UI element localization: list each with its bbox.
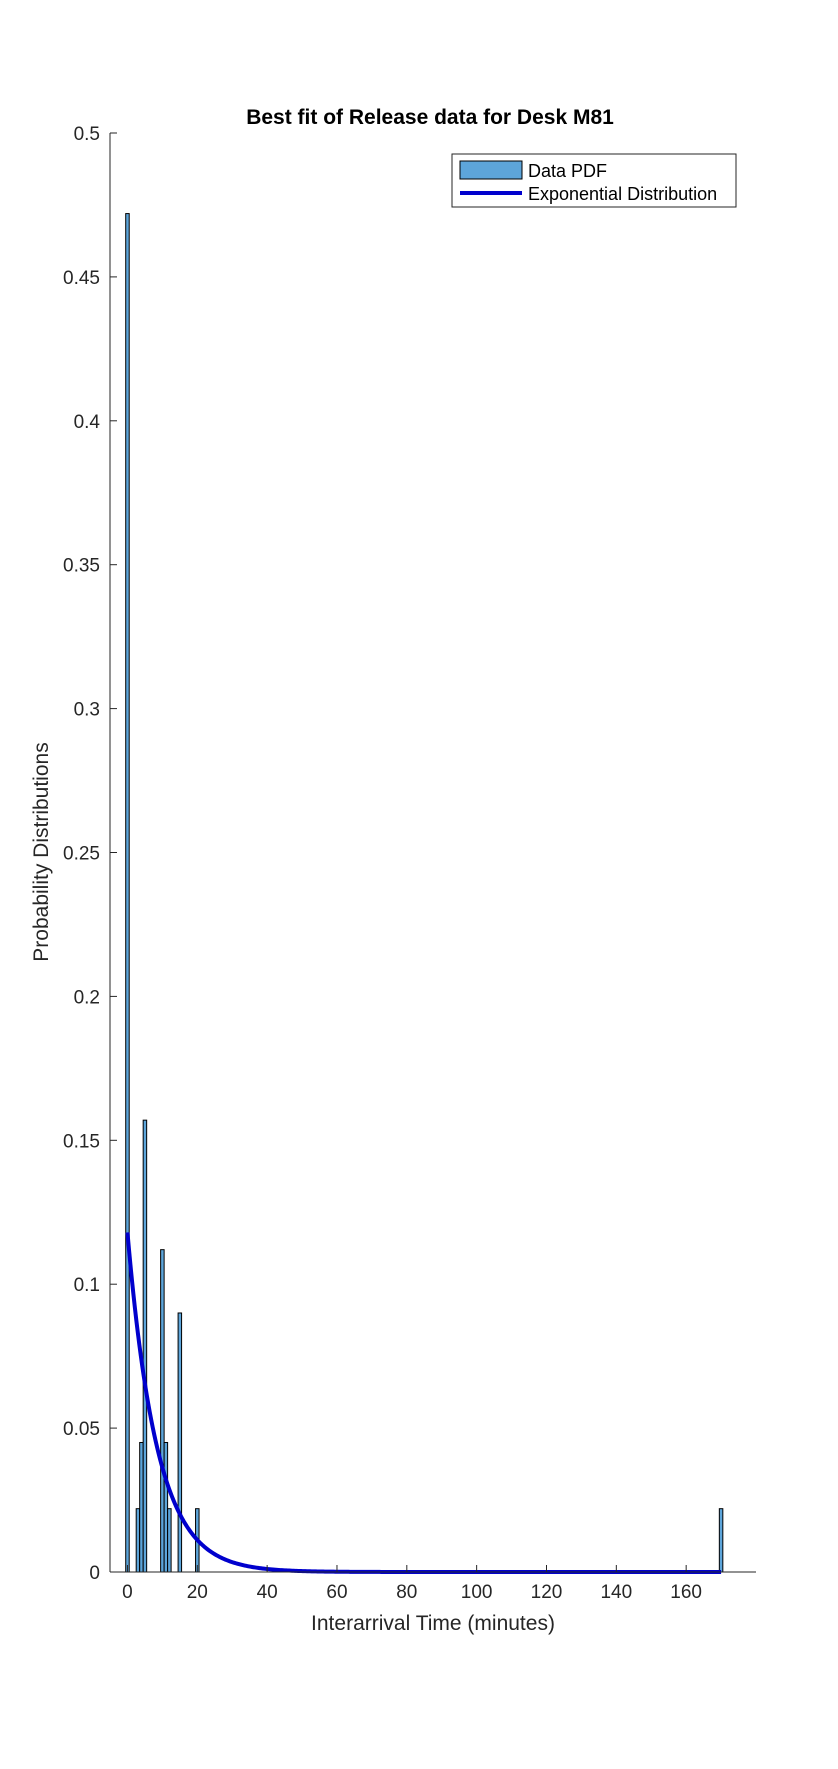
chart-title: Best fit of Release data for Desk M81 [246, 106, 614, 129]
x-ticks: 0 20 40 60 80 100 120 140 160 [122, 1565, 702, 1603]
y-tick-label: 0.1 [74, 1275, 100, 1296]
y-tick-label: 0.35 [63, 556, 100, 577]
legend-label-exponential: Exponential Distribution [528, 184, 717, 204]
histogram-bar [160, 1249, 165, 1573]
y-tick-label: 0.45 [63, 268, 100, 289]
y-ticks: 0 0.05 0.1 0.15 0.2 0.25 0.3 0.35 0.4 0.45 0.5 [63, 124, 117, 1584]
x-tick-label: 160 [670, 1582, 702, 1603]
x-tick-label: 0 [122, 1582, 133, 1603]
x-tick-label: 20 [187, 1582, 208, 1603]
histogram-bar [167, 1508, 172, 1573]
y-tick-label: 0.4 [74, 412, 101, 433]
histogram-bar [177, 1312, 183, 1573]
x-tick-label: 100 [461, 1582, 493, 1603]
histogram-bar [125, 213, 130, 1573]
y-tick-label: 0.15 [63, 1131, 100, 1152]
legend-label-data-pdf: Data PDF [528, 161, 607, 181]
y-axis-label: Probability Distributions [30, 742, 53, 961]
y-tick-label: 0.25 [63, 844, 100, 865]
y-tick-label: 0.05 [63, 1419, 100, 1440]
legend: Data PDF Exponential Distribution [451, 153, 737, 208]
y-tick-label: 0.5 [74, 124, 100, 145]
legend-swatch-data-pdf [459, 160, 523, 180]
histogram-bar [135, 1508, 141, 1573]
histogram-bar [718, 1508, 724, 1573]
x-tick-label: 40 [257, 1582, 278, 1603]
histogram-bar [142, 1119, 148, 1573]
y-tick-label: 0 [89, 1563, 100, 1584]
y-tick-label: 0.3 [74, 700, 100, 721]
x-tick-label: 60 [326, 1582, 347, 1603]
x-tick-label: 140 [600, 1582, 632, 1603]
x-tick-label: 80 [396, 1582, 417, 1603]
x-axis-label: Interarrival Time (minutes) [311, 1612, 555, 1635]
histogram-bar [163, 1441, 169, 1573]
histogram-bar [139, 1441, 144, 1573]
y-tick-label: 0.2 [74, 987, 100, 1008]
x-tick-label: 120 [531, 1582, 563, 1603]
